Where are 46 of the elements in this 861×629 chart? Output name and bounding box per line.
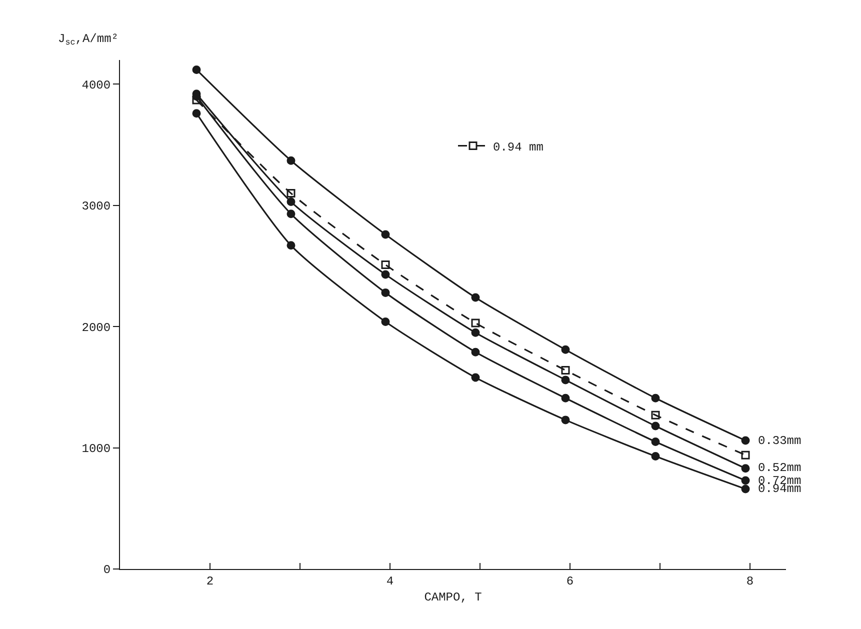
point xyxy=(286,210,296,218)
point xyxy=(741,464,750,473)
point xyxy=(561,366,570,374)
point xyxy=(471,293,480,302)
point xyxy=(381,318,390,326)
y-tick-label: 1000 xyxy=(82,442,111,456)
point xyxy=(286,156,296,165)
x-tick-label: 6 xyxy=(566,574,574,588)
point xyxy=(651,452,660,461)
series-label: 0.52mm xyxy=(758,461,802,475)
point xyxy=(471,373,480,382)
point xyxy=(741,484,750,494)
point xyxy=(741,476,750,485)
point xyxy=(286,189,296,198)
y-tick-label: 4000 xyxy=(82,78,111,92)
point xyxy=(381,260,390,270)
series-label: 0.33mm xyxy=(758,434,802,448)
x-tick-label: 8 xyxy=(746,574,754,588)
point xyxy=(561,394,570,402)
point xyxy=(381,230,390,239)
point xyxy=(741,450,750,460)
point xyxy=(741,436,750,445)
point xyxy=(561,345,570,354)
point xyxy=(651,438,660,446)
point xyxy=(471,318,480,328)
y-tick-label: 0 xyxy=(103,563,111,578)
point xyxy=(471,348,480,356)
point xyxy=(286,198,296,206)
point xyxy=(381,270,390,279)
x-tick-label: 4 xyxy=(386,574,394,588)
y-tick-label: 2000 xyxy=(82,320,111,335)
point xyxy=(192,65,201,74)
x-tick-label: 2 xyxy=(206,574,214,588)
legend-label: 0.94 mm xyxy=(493,140,544,154)
point xyxy=(651,410,660,420)
point xyxy=(561,416,570,424)
point xyxy=(192,109,201,118)
y-tick-label: 3000 xyxy=(82,200,111,214)
point xyxy=(471,328,480,337)
point xyxy=(561,376,570,384)
y-axis-title: J$_{sc}$,A/mm² xyxy=(58,32,118,48)
point xyxy=(651,394,660,402)
point xyxy=(381,288,390,297)
point xyxy=(286,241,296,250)
x-axis-title: CAMPO, T xyxy=(424,590,482,604)
point xyxy=(651,422,660,430)
